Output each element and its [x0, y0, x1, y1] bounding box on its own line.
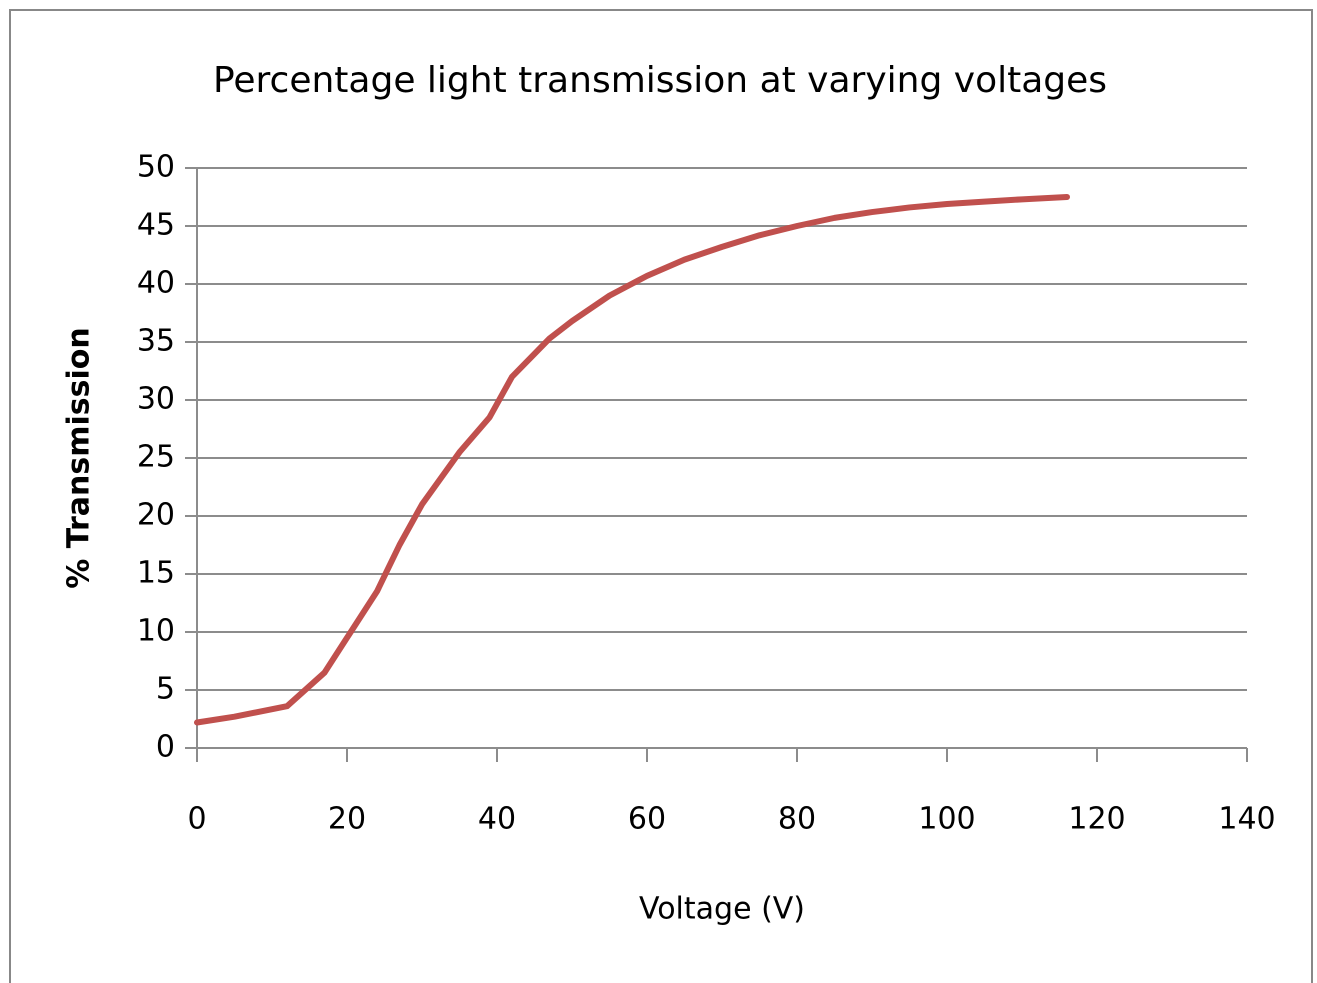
x-tick-label: 0	[187, 802, 206, 837]
chart-frame	[9, 9, 1313, 983]
x-tick-label: 100	[918, 802, 975, 837]
x-tick-label: 120	[1068, 802, 1125, 837]
chart-title: Percentage light transmission at varying…	[213, 60, 1107, 101]
y-tick-label: 0	[156, 730, 175, 765]
x-tick-label: 80	[778, 802, 816, 837]
y-tick-label: 40	[137, 266, 175, 301]
y-tick-label: 45	[137, 208, 175, 243]
y-tick-label: 5	[156, 672, 175, 707]
y-axis-label: % Transmission	[62, 327, 97, 588]
x-tick-label: 20	[328, 802, 366, 837]
y-tick-label: 20	[137, 498, 175, 533]
data-line	[194, 194, 1070, 726]
x-tick-label: 40	[478, 802, 516, 837]
x-axis-label: Voltage (V)	[639, 892, 805, 927]
x-tick-label: 140	[1218, 802, 1275, 837]
y-tick-label: 25	[137, 440, 175, 475]
y-tick-label: 35	[137, 324, 175, 359]
y-tick-label: 30	[137, 382, 175, 417]
y-tick-label: 10	[137, 614, 175, 649]
y-tick-label: 15	[137, 556, 175, 591]
y-tick-label: 50	[137, 150, 175, 185]
x-tick-label: 60	[628, 802, 666, 837]
